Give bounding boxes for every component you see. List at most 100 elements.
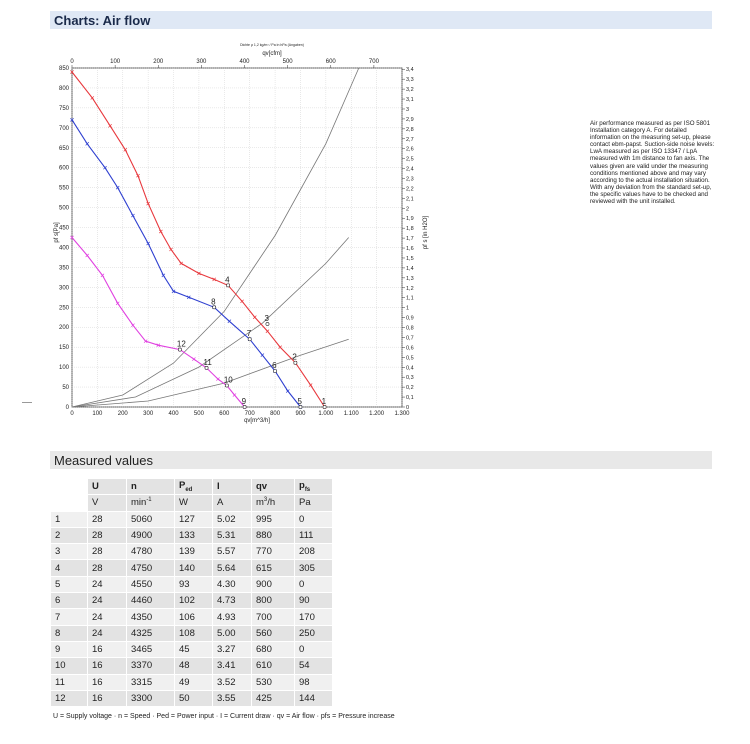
- y2-tick-label: 2,9: [406, 117, 414, 123]
- y2-tick-label: 3,1: [406, 97, 414, 103]
- operating-point-4: [226, 283, 231, 288]
- table-cell: 900: [251, 575, 295, 594]
- y2-tick-label: 0: [406, 405, 409, 411]
- table-cell: 144: [294, 689, 333, 708]
- table-cell: 3315: [126, 673, 175, 691]
- curve-marker: [265, 329, 270, 334]
- table-cell: 139: [174, 543, 213, 561]
- y2-tick-label: 0,7: [406, 335, 414, 341]
- table-cell: 16: [87, 689, 127, 708]
- x-tick-label: 400: [169, 411, 180, 417]
- divider-mark: [22, 402, 32, 403]
- operating-point-label: 11: [204, 358, 213, 367]
- y2-tick-label: 2,5: [406, 157, 414, 163]
- table-cell: 5.00: [212, 624, 252, 642]
- table-cell: 995: [251, 510, 295, 528]
- table-cell: 208: [294, 543, 333, 561]
- y2-axis-label: pf s [in H2O]: [423, 216, 429, 250]
- table-cell: 28: [87, 510, 127, 528]
- table-cell: 5.64: [212, 559, 252, 577]
- curve-marker: [100, 273, 105, 278]
- y2-tick-label: 3,3: [406, 77, 414, 83]
- table-cell: 9: [50, 640, 88, 659]
- curve-marker: [131, 213, 135, 218]
- operating-point-3: [265, 322, 270, 326]
- table-cell: 4900: [126, 526, 175, 545]
- table-header-cell: Ped: [174, 477, 213, 496]
- operating-point-9: [242, 405, 247, 409]
- y2-tick-label: 1,1: [406, 296, 414, 302]
- y-tick-label: 700: [59, 126, 70, 132]
- y2-tick-label: 1,3: [406, 276, 414, 282]
- system-curve-2: [71, 237, 349, 408]
- table-cell: 800: [251, 592, 295, 610]
- operating-point-2: [293, 360, 298, 365]
- table-cell: 5060: [126, 510, 175, 528]
- table-header-cell: [50, 477, 88, 496]
- x2-tick-label: 200: [153, 59, 164, 65]
- operating-point-label: 2: [292, 353, 297, 362]
- curve-marker: [115, 301, 120, 306]
- y2-tick-label: 2,6: [406, 147, 414, 153]
- curve-marker: [179, 261, 184, 266]
- table-cell: 45: [174, 640, 213, 659]
- table-cell: 0: [294, 640, 333, 659]
- table-unit-cell: m3/h: [251, 494, 295, 512]
- y2-tick-label: 1,9: [406, 216, 414, 222]
- y-tick-label: 150: [59, 345, 70, 351]
- operating-point-8: [212, 305, 217, 310]
- operating-point-10: [224, 383, 229, 388]
- curve-marker: [143, 339, 148, 344]
- fan-curve-2: [71, 119, 301, 408]
- y2-tick-label: 2,4: [406, 167, 414, 173]
- y2-tick-label: 2: [406, 206, 409, 212]
- operating-point-11: [204, 366, 209, 370]
- table-row: 10 16 3370 48 3.41 610 54: [50, 657, 333, 675]
- curve-marker: [85, 253, 90, 258]
- table-header-cell: I: [212, 477, 252, 496]
- table-header-cell: qv: [251, 477, 295, 496]
- chart-caption: Dichte ρ 1,2 kg/m³ / Pa in hPa (Angaben): [240, 43, 304, 47]
- y-tick-label: 100: [59, 365, 70, 371]
- y-tick-label: 550: [59, 186, 70, 192]
- x-tick-label: 1.200: [369, 411, 385, 417]
- table-cell: 5.31: [212, 526, 252, 545]
- curve-marker: [186, 295, 191, 300]
- table-cell: 4.93: [212, 608, 252, 626]
- curve-marker: [131, 323, 135, 328]
- table-row: 6 24 4460 102 4.73 800 90: [50, 592, 333, 610]
- y2-tick-label: 1,2: [406, 286, 414, 292]
- y-tick-label: 400: [59, 245, 70, 251]
- y-tick-label: 850: [59, 66, 70, 72]
- curve-marker: [252, 315, 257, 320]
- table-cell: 610: [251, 657, 295, 675]
- y2-tick-label: 1,6: [406, 246, 414, 252]
- table-cell: 16: [87, 657, 127, 675]
- curve-marker: [232, 393, 237, 397]
- measurement-note: Air performance measured as per ISO 5801…: [590, 120, 715, 206]
- y2-tick-label: 0,1: [406, 395, 414, 401]
- operating-point-label: 7: [247, 329, 252, 338]
- table-cell: 28: [87, 526, 127, 545]
- y2-tick-label: 0,9: [406, 316, 414, 322]
- table-row: 1 28 5060 127 5.02 995 0: [50, 510, 333, 528]
- table-unit-cell: V: [87, 494, 127, 512]
- curve-marker: [146, 241, 151, 246]
- y-tick-label: 200: [59, 325, 70, 331]
- table-cell: 0: [294, 575, 333, 594]
- y2-tick-label: 2,3: [406, 177, 414, 183]
- table-cell: 4550: [126, 575, 175, 594]
- curve-marker: [260, 353, 265, 358]
- measured-section-header: Measured values: [50, 451, 712, 469]
- x-tick-label: 900: [295, 411, 306, 417]
- y2-tick-label: 3,4: [406, 67, 414, 73]
- table-cell: 49: [174, 673, 213, 691]
- y2-tick-label: 1: [406, 306, 409, 312]
- y2-tick-label: 0,5: [406, 355, 414, 361]
- operating-point-label: 3: [264, 314, 269, 323]
- table-legend: U = Supply voltage · n = Speed · Ped = P…: [53, 713, 395, 720]
- operating-point-label: 10: [224, 375, 233, 384]
- table-unit-cell: A: [212, 494, 252, 512]
- table-cell: 4325: [126, 624, 175, 642]
- table-cell: 106: [174, 608, 213, 626]
